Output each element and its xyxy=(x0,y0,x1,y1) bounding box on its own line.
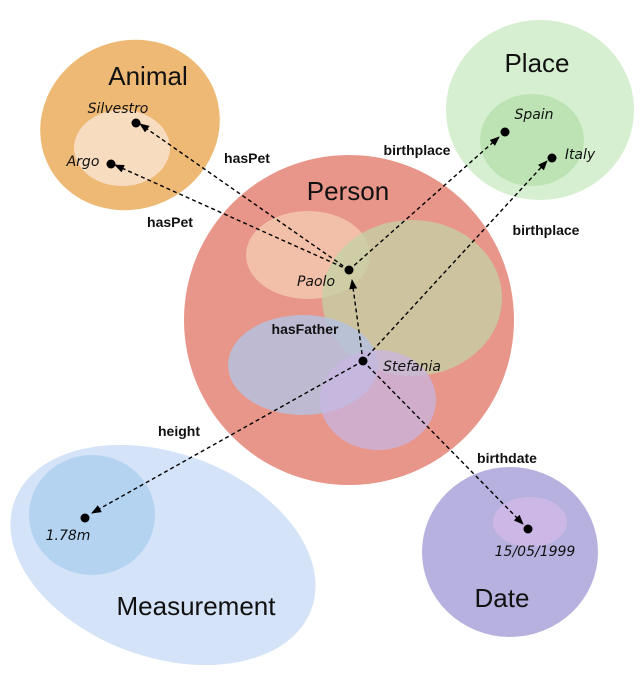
spain-label: Spain xyxy=(514,107,553,123)
height-value-label: 1.78m xyxy=(46,528,91,544)
argo-node xyxy=(106,159,116,169)
birthplace-arrow-italy xyxy=(362,160,548,362)
animal-title: Animal xyxy=(108,61,187,91)
haspet-arrow-silvestro xyxy=(139,123,350,271)
date-class: Date xyxy=(422,467,598,637)
silvestro-label: Silvestro xyxy=(88,101,149,117)
height-value-node xyxy=(80,513,90,523)
place-class: Place xyxy=(446,20,634,200)
birthplace-arrow-spain xyxy=(348,136,500,271)
haspet-label-2: hasPet xyxy=(147,214,193,230)
paolo-label: Paolo xyxy=(297,274,335,290)
haspet-label-1: hasPet xyxy=(224,150,270,166)
birthdate-arrow xyxy=(362,360,524,525)
argo-label: Argo xyxy=(66,154,100,170)
haspet-arrow-argo xyxy=(114,164,350,271)
animal-class: Animal xyxy=(40,39,220,211)
italy-node xyxy=(547,153,557,163)
silvestro-node xyxy=(131,118,141,128)
paolo-node xyxy=(344,265,354,275)
birthdate-label: birthdate xyxy=(477,450,537,466)
stefania-label: Stefania xyxy=(383,359,441,375)
birthplace-label-2: birthplace xyxy=(513,222,580,238)
measurement-class: Measurement xyxy=(10,444,316,666)
date-title: Date xyxy=(475,583,530,613)
place-title: Place xyxy=(504,48,569,78)
birthdate-value-node xyxy=(523,524,533,534)
stefania-node xyxy=(358,356,368,366)
birthplace-label-1: birthplace xyxy=(384,142,451,158)
height-arrow xyxy=(91,360,364,514)
measurement-title: Measurement xyxy=(117,591,277,621)
birthdate-value-label: 15/05/1999 xyxy=(495,544,576,560)
height-label: height xyxy=(158,423,200,439)
person-title: Person xyxy=(307,176,389,206)
person-class: Person xyxy=(184,155,514,485)
hasfather-label: hasFather xyxy=(272,321,339,337)
spain-node xyxy=(500,127,510,137)
italy-label: Italy xyxy=(565,147,596,163)
